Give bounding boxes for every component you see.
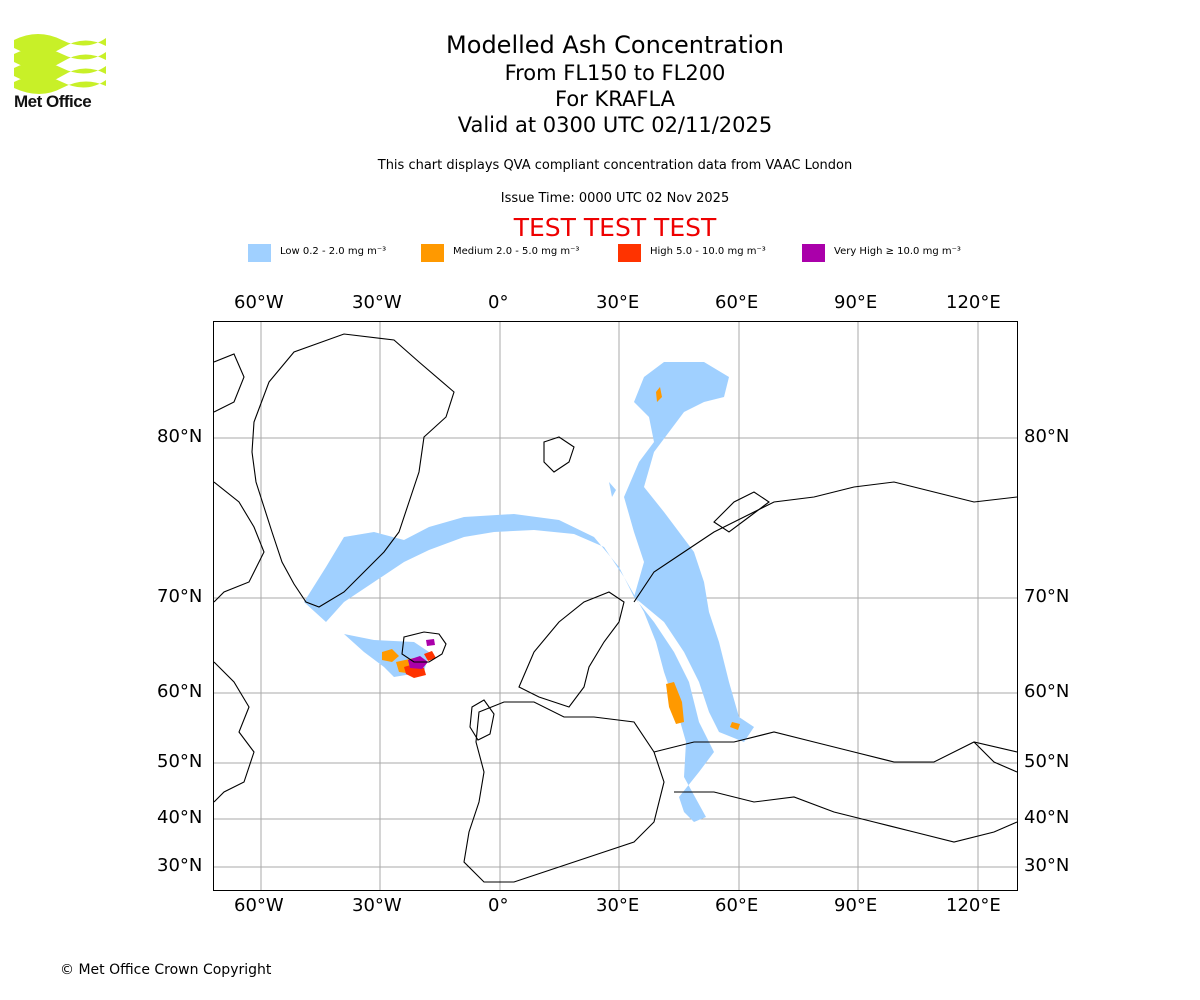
chart-description: This chart displays QVA compliant concen… xyxy=(377,158,853,173)
legend-label-medium: Medium 2.0 - 5.0 mg m⁻³ xyxy=(453,246,580,257)
coastlines xyxy=(214,333,1017,883)
map-area[interactable] xyxy=(213,321,1018,891)
map-svg xyxy=(214,322,1017,890)
lat-label-right-40n: 40°N xyxy=(1024,807,1070,828)
lon-label-bottom-90e: 90°E xyxy=(834,895,878,916)
lat-label-left-30n: 30°N xyxy=(157,855,203,876)
chart-title: Modelled Ash Concentration xyxy=(446,31,784,59)
lon-label-top-0: 0° xyxy=(488,292,509,313)
lon-label-bottom-0: 0° xyxy=(488,895,509,916)
logo-text: Met Office xyxy=(14,92,92,111)
lon-label-top-120e: 120°E xyxy=(946,292,1001,313)
test-banner: TEST TEST TEST xyxy=(513,213,717,242)
legend-swatch-very-high xyxy=(802,244,825,262)
lat-label-right-30n: 30°N xyxy=(1024,855,1070,876)
lat-label-right-70n: 70°N xyxy=(1024,586,1070,607)
lat-label-left-50n: 50°N xyxy=(157,751,203,772)
lon-label-top-30e: 30°E xyxy=(596,292,640,313)
lat-label-right-60n: 60°N xyxy=(1024,681,1070,702)
lat-label-right-80n: 80°N xyxy=(1024,426,1070,447)
title-block: Modelled Ash Concentration From FL150 to… xyxy=(215,30,1015,138)
lon-label-bottom-60w: 60°W xyxy=(234,895,284,916)
ash-low-area xyxy=(304,362,754,822)
legend-swatch-low xyxy=(248,244,271,262)
met-office-logo-icon xyxy=(14,34,106,94)
flight-level-range: From FL150 to FL200 xyxy=(504,61,726,85)
lon-label-top-60e: 60°E xyxy=(715,292,759,313)
lat-label-right-50n: 50°N xyxy=(1024,751,1070,772)
issue-time: Issue Time: 0000 UTC 02 Nov 2025 xyxy=(500,191,730,206)
legend-label-high: High 5.0 - 10.0 mg m⁻³ xyxy=(650,246,766,257)
valid-time: Valid at 0300 UTC 02/11/2025 xyxy=(457,113,773,137)
lon-label-bottom-30w: 30°W xyxy=(352,895,402,916)
lon-label-bottom-30e: 30°E xyxy=(596,895,640,916)
lon-label-top-60w: 60°W xyxy=(234,292,284,313)
lon-label-top-90e: 90°E xyxy=(834,292,878,313)
volcano-name: For KRAFLA xyxy=(555,87,675,111)
legend-label-very-high: Very High ≥ 10.0 mg m⁻³ xyxy=(834,246,961,257)
legend-swatch-high xyxy=(618,244,641,262)
lon-label-bottom-60e: 60°E xyxy=(715,895,759,916)
legend-label-low: Low 0.2 - 2.0 mg m⁻³ xyxy=(280,246,387,257)
lat-label-left-60n: 60°N xyxy=(157,681,203,702)
legend-swatch-medium xyxy=(421,244,444,262)
lat-label-left-80n: 80°N xyxy=(157,426,203,447)
lat-label-left-40n: 40°N xyxy=(157,807,203,828)
lon-label-bottom-120e: 120°E xyxy=(946,895,1001,916)
lon-label-top-30w: 30°W xyxy=(352,292,402,313)
gridlines xyxy=(214,322,1017,890)
copyright: © Met Office Crown Copyright xyxy=(60,962,272,978)
lat-label-left-70n: 70°N xyxy=(157,586,203,607)
